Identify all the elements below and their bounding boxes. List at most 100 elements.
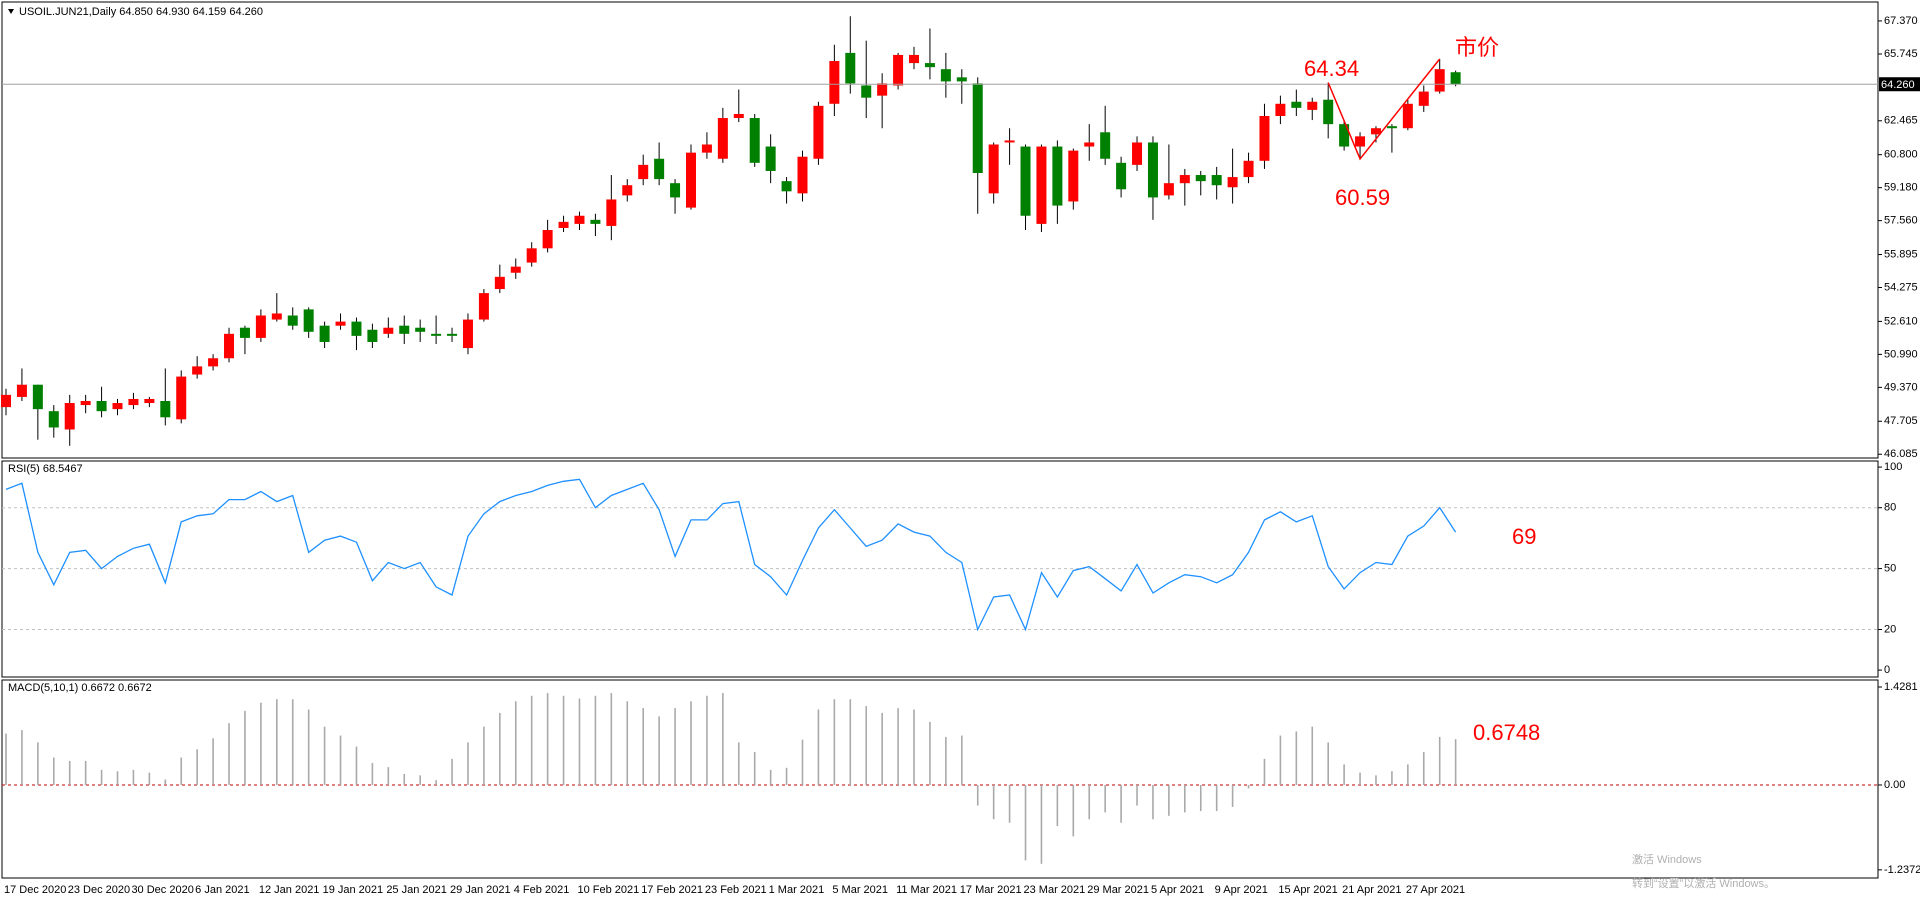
candle-body [1450,72,1461,85]
candle-body [447,333,458,336]
candle-body [303,309,314,332]
candle-body [1116,162,1127,190]
candle-body [829,61,840,104]
candle-body [877,83,888,96]
candle-body [717,118,728,159]
rsi-line [5,478,1457,632]
candle-body [909,54,920,64]
x-tick-label: 29 Mar 2021 [1087,884,1149,896]
candle-body [1,394,11,408]
candle-body [606,199,617,226]
price-panel [1,1,1879,459]
y-tick-label: 50.990 [1884,348,1918,360]
candle-body [972,83,983,173]
candle-body [1434,69,1445,92]
watermark-title: 激活 Windows [1632,852,1702,866]
candle-body [1068,150,1079,202]
candle-body [1179,175,1190,184]
candle-body [1259,116,1270,161]
y-tick-label: 1.4281 [1884,681,1918,693]
candle-body [16,384,27,397]
y-tick-label: 80 [1884,502,1896,514]
candle-body [128,398,139,406]
price-label: 64.260 [1881,79,1915,91]
y-tick-label: 57.560 [1884,215,1918,227]
candle-body [431,333,442,336]
x-tick-label: 23 Mar 2021 [1024,884,1086,896]
candle-body [1195,175,1206,182]
candle-body [542,230,553,249]
candle-body [1036,146,1047,224]
candle-body [574,215,585,224]
y-tick-label: 50 [1884,563,1896,575]
y-tick-label: 60.800 [1884,149,1918,161]
candle-body [1020,146,1031,216]
macd-panel [1,679,1879,879]
candle-body [383,327,394,334]
rsi-title: RSI(5) 68.5467 [8,463,83,475]
candle-body [510,266,521,273]
candle-body [399,325,410,334]
candle-body [956,77,967,82]
candle-body [1386,126,1397,129]
candle-body [271,313,282,320]
x-tick-label: 19 Jan 2021 [323,884,384,896]
y-tick-label: 47.705 [1884,415,1918,427]
candle-body [255,315,266,338]
candle-body [1402,103,1413,129]
candle-body [1370,128,1381,135]
candle-body [781,181,792,192]
collapse-icon[interactable] [8,9,14,14]
y-tick-label: 100 [1884,461,1902,473]
candle-body [1291,101,1302,108]
candle-body [160,401,171,418]
candle-body [733,113,744,119]
candle-body [319,325,330,342]
candle-body [558,221,569,228]
candle-body [1339,124,1350,147]
candle-body [1004,140,1015,143]
candle-body [813,105,824,159]
x-tick-label: 17 Feb 2021 [641,884,703,896]
y-tick-label: 0.00 [1884,779,1905,791]
y-tick-label: 54.275 [1884,281,1918,293]
macd-title: MACD(5,10,1) 0.6672 0.6672 [8,682,152,694]
x-tick-label: 17 Dec 2020 [4,884,66,896]
candle-body [415,327,426,332]
candle-body [1243,160,1254,178]
x-tick-label: 21 Apr 2021 [1342,884,1401,896]
annotation-zigzag [1327,58,1441,161]
candle-body [478,293,489,320]
candle-body [1211,175,1222,186]
x-tick-label: 29 Jan 2021 [450,884,511,896]
candle-body [861,85,872,98]
x-tick-label: 15 Apr 2021 [1278,884,1337,896]
x-tick-label: 6 Jan 2021 [195,884,249,896]
candle-body [988,144,999,194]
candle-body [924,63,935,68]
candle-body [367,329,378,342]
candle-body [638,164,649,180]
candle-body [335,321,346,326]
candle-body [1227,177,1238,188]
candle-body [48,411,59,428]
candle-body [224,333,235,359]
x-tick-label: 4 Feb 2021 [514,884,570,896]
y-tick-label: 52.610 [1884,315,1918,327]
candle-body [1052,146,1063,206]
candle-body [462,319,473,349]
candle-body [845,52,856,84]
candle-body [590,219,601,224]
candle-body [1307,101,1318,110]
candle-body [96,401,107,412]
x-tick-label: 10 Feb 2021 [577,884,639,896]
y-tick-label: 46.085 [1884,448,1918,460]
candle-body [749,118,760,163]
candle-body [893,54,904,86]
candle-body [670,183,681,198]
candle-body [654,158,665,180]
x-tick-label: 5 Mar 2021 [832,884,888,896]
candle-body [797,156,808,194]
